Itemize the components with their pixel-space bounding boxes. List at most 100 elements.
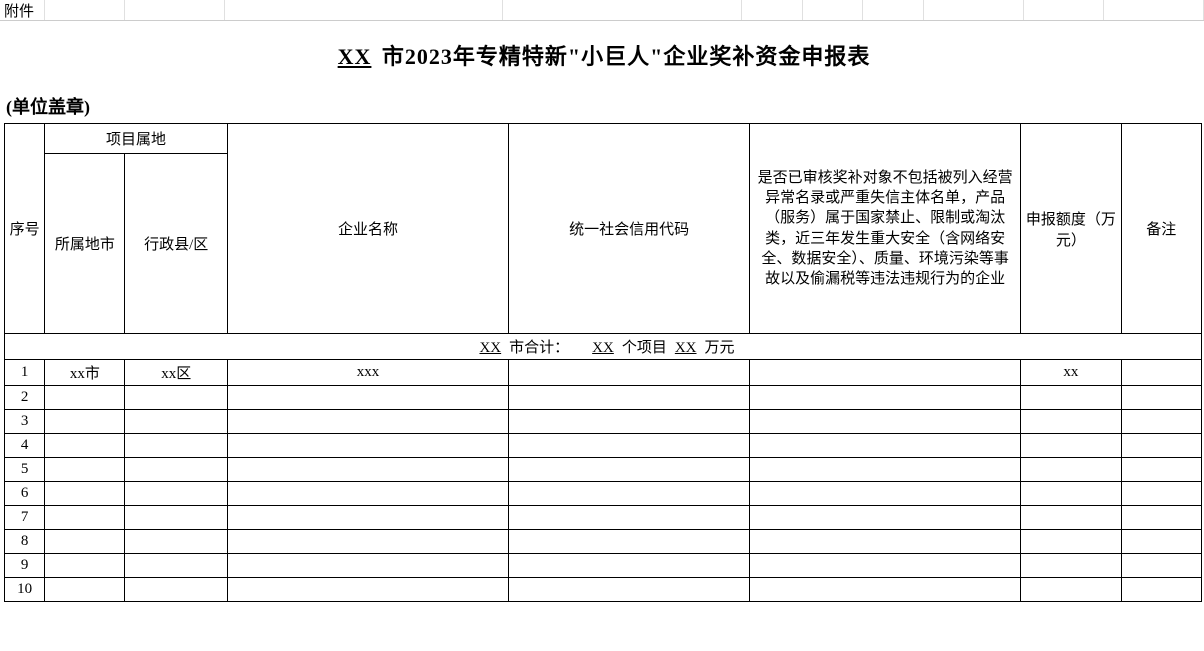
cell-company <box>227 410 508 434</box>
cell-check <box>750 360 1021 386</box>
table-row: 6 <box>5 482 1202 506</box>
table-row: 3 <box>5 410 1202 434</box>
cell-city <box>45 578 125 602</box>
cell-code <box>509 410 750 434</box>
cell-amount <box>1021 530 1121 554</box>
cell-amount <box>1021 434 1121 458</box>
grid-cell <box>225 0 503 20</box>
cell-check <box>750 554 1021 578</box>
header-note: 备注 <box>1121 124 1201 334</box>
summary-city-suffix: 市合计： <box>509 340 569 356</box>
cell-district <box>125 410 227 434</box>
grid-cell <box>1024 0 1104 20</box>
cell-check <box>750 458 1021 482</box>
grid-cell <box>863 0 923 20</box>
cell-city <box>45 386 125 410</box>
cell-city <box>45 410 125 434</box>
cell-city <box>45 530 125 554</box>
cell-seq: 10 <box>5 578 45 602</box>
unit-stamp-label: (单位盖章) <box>0 89 1204 123</box>
cell-code <box>509 434 750 458</box>
grid-cell <box>503 0 742 20</box>
cell-seq: 8 <box>5 530 45 554</box>
cell-district <box>125 578 227 602</box>
cell-note <box>1121 506 1201 530</box>
cell-company <box>227 434 508 458</box>
table-row: 2 <box>5 386 1202 410</box>
cell-amount <box>1021 578 1121 602</box>
summary-projects: XX <box>584 340 622 356</box>
cell-district <box>125 506 227 530</box>
cell-amount <box>1021 506 1121 530</box>
cell-check <box>750 578 1021 602</box>
cell-note <box>1121 360 1201 386</box>
cell-company <box>227 458 508 482</box>
table-row: 10 <box>5 578 1202 602</box>
summary-cell: XX市合计： XX个项目XX万元 <box>5 334 1202 360</box>
cell-city <box>45 554 125 578</box>
attachment-label-row: 附件 <box>0 0 1204 21</box>
cell-amount <box>1021 458 1121 482</box>
cell-city <box>45 506 125 530</box>
cell-company <box>227 482 508 506</box>
cell-check <box>750 530 1021 554</box>
cell-code <box>509 458 750 482</box>
cell-district <box>125 386 227 410</box>
grid-cell <box>45 0 125 20</box>
cell-note <box>1121 386 1201 410</box>
grid-cell <box>924 0 1024 20</box>
table-row: 8 <box>5 530 1202 554</box>
cell-check <box>750 386 1021 410</box>
cell-amount <box>1021 410 1121 434</box>
spreadsheet-form: 附件 XX 市2023年专精特新"小巨人"企业奖补资金申报表 (单位盖章) 序号… <box>0 0 1204 602</box>
cell-code <box>509 554 750 578</box>
table-header: 序号 项目属地 企业名称 统一社会信用代码 是否已审核奖补对象不包括被列入经营异… <box>5 124 1202 334</box>
cell-check <box>750 410 1021 434</box>
header-district: 行政县/区 <box>125 154 227 334</box>
summary-amount: XX <box>667 340 705 356</box>
grid-cell <box>742 0 802 20</box>
cell-company: xxx <box>227 360 508 386</box>
cell-code <box>509 578 750 602</box>
cell-district <box>125 482 227 506</box>
cell-district <box>125 530 227 554</box>
grid-cell <box>125 0 225 20</box>
attachment-label-cell: 附件 <box>0 0 45 20</box>
table-row: 5 <box>5 458 1202 482</box>
table-row: 1xx市xx区xxxxx <box>5 360 1202 386</box>
header-city: 所属地市 <box>45 154 125 334</box>
title-city-placeholder: XX <box>334 44 376 69</box>
cell-note <box>1121 458 1201 482</box>
cell-seq: 4 <box>5 434 45 458</box>
cell-seq: 7 <box>5 506 45 530</box>
cell-city <box>45 434 125 458</box>
table-row: 9 <box>5 554 1202 578</box>
cell-code <box>509 360 750 386</box>
grid-cell <box>803 0 863 20</box>
header-amount: 申报额度（万元） <box>1021 124 1121 334</box>
cell-note <box>1121 410 1201 434</box>
cell-amount <box>1021 554 1121 578</box>
header-credit-code: 统一社会信用代码 <box>509 124 750 334</box>
cell-note <box>1121 578 1201 602</box>
cell-company <box>227 578 508 602</box>
summary-row: XX市合计： XX个项目XX万元 <box>5 334 1202 360</box>
cell-amount: xx <box>1021 360 1121 386</box>
cell-note <box>1121 482 1201 506</box>
cell-check <box>750 434 1021 458</box>
title-text: 市2023年专精特新"小巨人"企业奖补资金申报表 <box>382 44 870 69</box>
cell-note <box>1121 554 1201 578</box>
cell-code <box>509 386 750 410</box>
cell-code <box>509 506 750 530</box>
grid-cell <box>1104 0 1204 20</box>
summary-city: XX <box>471 340 509 356</box>
cell-code <box>509 530 750 554</box>
table-body: XX市合计： XX个项目XX万元 1xx市xx区xxxxx2345678910 <box>5 334 1202 602</box>
cell-district <box>125 458 227 482</box>
cell-seq: 5 <box>5 458 45 482</box>
cell-seq: 3 <box>5 410 45 434</box>
cell-company <box>227 554 508 578</box>
cell-district <box>125 554 227 578</box>
application-table: 序号 项目属地 企业名称 统一社会信用代码 是否已审核奖补对象不包括被列入经营异… <box>4 123 1202 602</box>
header-location-group: 项目属地 <box>45 124 228 154</box>
